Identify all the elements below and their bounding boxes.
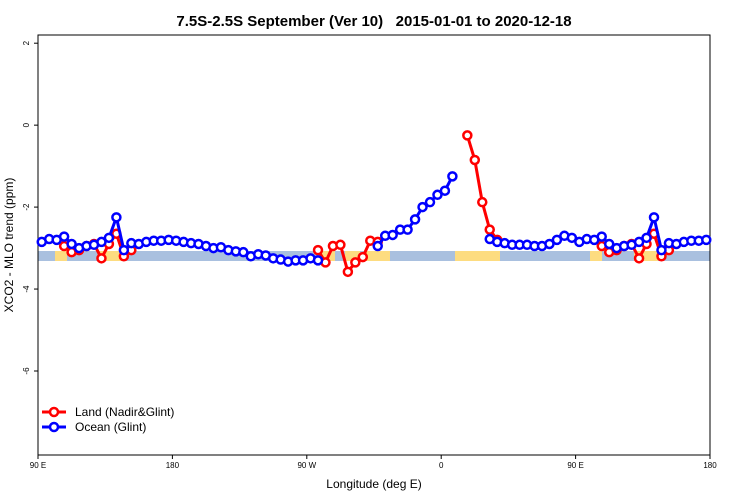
series-line [465, 134, 499, 241]
data-point [424, 196, 436, 208]
chart-title: 7.5S-2.5S September (Ver 10) 2015-01-01 … [176, 13, 571, 30]
x-tick-label: 90 W [297, 461, 316, 470]
legend-label: Ocean (Glint) [75, 420, 146, 434]
data-point [103, 232, 115, 244]
y-axis-label: XCO2 - MLO trend (ppm) [2, 178, 16, 313]
data-point [111, 212, 122, 223]
data-point [477, 196, 488, 208]
data-point [462, 130, 473, 141]
data-point [58, 231, 70, 242]
data-point [118, 244, 130, 256]
data-point [701, 234, 712, 246]
data-point [469, 154, 481, 166]
data-point [312, 255, 324, 266]
land-strip [455, 251, 500, 261]
data-point [335, 239, 346, 251]
legend-label: Land (Nadir&Glint) [75, 405, 174, 419]
data-point [596, 231, 607, 242]
x-tick-label: 180 [166, 461, 180, 470]
data-point [350, 257, 361, 268]
land-strip [590, 251, 602, 261]
series [36, 171, 712, 267]
data-point [312, 244, 324, 256]
data-point [96, 253, 107, 264]
surface-strip [38, 251, 710, 261]
data-point [432, 189, 443, 201]
y-tick-label: -4 [22, 285, 31, 293]
data-point [387, 229, 398, 241]
y-tick-label: -2 [22, 203, 31, 211]
y-tick-label: 2 [22, 40, 31, 45]
y-tick-label: -6 [22, 367, 31, 375]
data-point [633, 236, 645, 248]
land-strip [55, 251, 67, 261]
data-point [357, 251, 369, 263]
data-point [551, 234, 563, 246]
x-tick-label: 90 E [567, 461, 583, 470]
data-point [402, 224, 413, 235]
legend: Land (Nadir&Glint)Ocean (Glint) [42, 405, 174, 434]
data-point [484, 224, 495, 235]
data-point [656, 244, 667, 256]
data-point [633, 253, 645, 264]
data-point [603, 238, 615, 250]
land-strip [98, 251, 122, 261]
data-point [417, 201, 428, 213]
data-point [641, 232, 652, 244]
data-point [372, 240, 383, 252]
legend-marker [48, 421, 60, 433]
y-tick-label: 0 [22, 122, 31, 127]
data-point [409, 214, 421, 225]
data-point [238, 246, 249, 258]
data-point [544, 238, 555, 250]
land-strip [318, 251, 335, 261]
land-strip [345, 251, 360, 261]
data-point [66, 238, 77, 250]
x-tick-label: 180 [703, 461, 717, 470]
land-strip [364, 251, 390, 261]
data-point [439, 185, 451, 196]
data-point [96, 236, 107, 248]
data-point [648, 212, 660, 223]
data-point [342, 266, 354, 278]
land-strip [634, 251, 658, 261]
legend-marker [48, 406, 60, 418]
x-axis-label: Longitude (deg E) [326, 477, 421, 491]
data-point [447, 171, 458, 182]
data-point [566, 232, 578, 244]
x-tick-label: 0 [439, 461, 444, 470]
x-tick-label: 90 E [30, 461, 46, 470]
